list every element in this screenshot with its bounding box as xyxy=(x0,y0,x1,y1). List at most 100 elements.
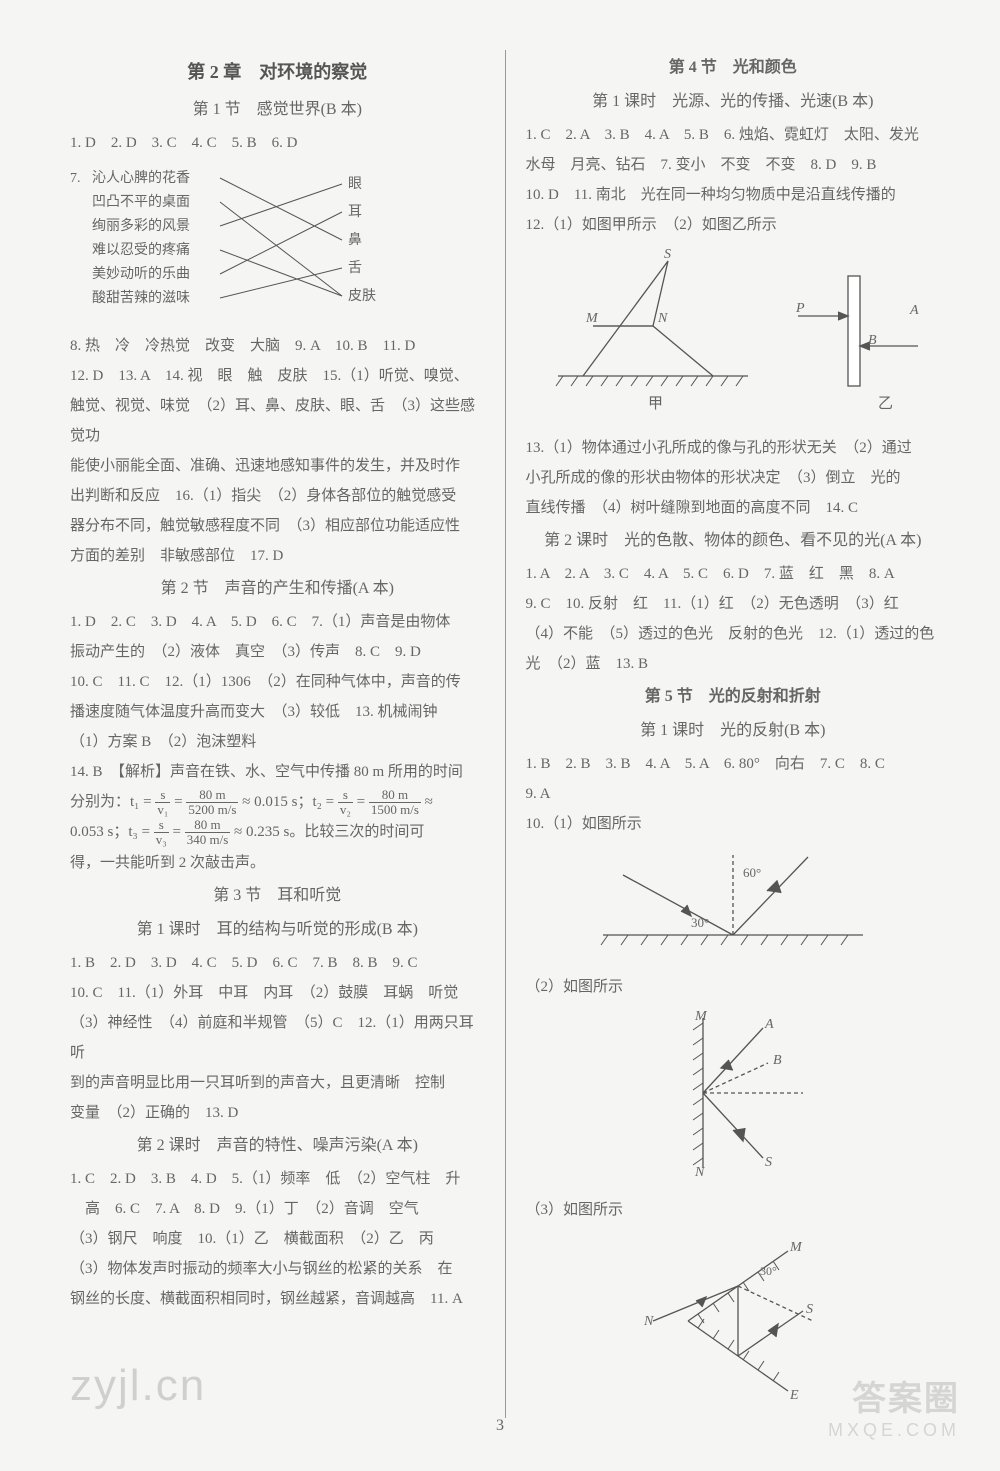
label-E: E xyxy=(789,1388,799,1401)
fig-10-2: M N A B S xyxy=(526,1008,941,1189)
section-4-sub1: 第 1 课时 光源、光的传播、光速(B 本) xyxy=(526,86,941,118)
fraction: sv₁ xyxy=(155,788,170,818)
answers: （3）物体发声时振动的频率大小与钢丝的松紧的关系 在 xyxy=(70,1254,485,1284)
eq: = xyxy=(173,824,185,840)
answers: 能使小丽能全面、准确、迅速地感知事件的发生，并及时作 xyxy=(70,451,485,481)
answers: 10. C 11.（1）外耳 中耳 内耳 （2）鼓膜 耳蜗 听觉 xyxy=(70,978,485,1008)
answers: 变量 （2）正确的 13. D xyxy=(70,1098,485,1128)
sense-right-2: 鼻 xyxy=(348,231,362,248)
formula-line-1: 分别为：t₁ = sv₁ = 80 m5200 m/s ≈ 0.015 s；t₂… xyxy=(70,787,485,817)
txt: 0.053 s；t₃ = xyxy=(70,824,154,840)
answers: （2）如图所示 xyxy=(526,972,941,1002)
sense-right-3: 舌 xyxy=(348,260,362,276)
fraction: sv₂ xyxy=(338,788,353,818)
answers: 光 （2）蓝 13. B xyxy=(526,649,941,679)
answers: 播速度随气体温度升高而变大 （3）较低 13. 机械闹钟 xyxy=(70,697,485,727)
answers: 1. D 2. C 3. D 4. A 5. D 6. C 7.（1）声音是由物… xyxy=(70,607,485,637)
answers: 出判断和反应 16.（1）指尖 （2）身体各部位的触觉感受 xyxy=(70,481,485,511)
watermark-right-bot: MXQE.COM xyxy=(828,1420,960,1441)
answers: 13.（1）物体通过小孔所成的像与孔的形状无关 （2）通过 xyxy=(526,433,941,463)
watermark-right: 答案圈 MXQE.COM xyxy=(828,1371,960,1441)
label-M: M xyxy=(789,1240,803,1255)
answers: 1. D 2. D 3. C 4. C 5. B 6. D xyxy=(70,128,485,158)
label-N: N xyxy=(694,1165,705,1178)
fig-jia-yi: S M N A B P 甲 乙 xyxy=(526,246,941,427)
answers: 钢丝的长度、横截面积相同时，钢丝越紧，音调越高 11. A xyxy=(70,1284,485,1314)
answers: 8. 热 冷 冷热觉 改变 大脑 9. A 10. B 11. D xyxy=(70,331,485,361)
answers: 1. C 2. A 3. B 4. A 5. B 6. 烛焰、霓虹灯 太阳、发光 xyxy=(526,120,941,150)
answers: （3）钢尺 响度 10.（1）乙 横截面积 （2）乙 丙 xyxy=(70,1224,485,1254)
answers: 高 6. C 7. A 8. D 9.（1）丁 （2）音调 空气 xyxy=(70,1194,485,1224)
section-5-title: 第 5 节 光的反射和折射 xyxy=(526,681,941,713)
label-A: A xyxy=(764,1017,774,1032)
label-N: N xyxy=(643,1314,654,1329)
answers: 10.（1）如图所示 xyxy=(526,809,941,839)
answers: 1. B 2. D 3. D 4. C 5. D 6. C 7. B 8. B … xyxy=(70,948,485,978)
section-4-title: 第 4 节 光和颜色 xyxy=(526,52,941,84)
answers: （1）方案 B （2）泡沫塑料 xyxy=(70,727,485,757)
label-B: B xyxy=(773,1053,782,1068)
sense-left-5: 酸甜苦辣的滋味 xyxy=(92,290,190,306)
answers: （3）如图所示 xyxy=(526,1195,941,1225)
left-column: 第 2 章 对环境的察觉 第 1 节 感觉世界(B 本) 1. D 2. D 3… xyxy=(70,50,505,1418)
answers: 1. C 2. D 3. B 4. D 5.（1）频率 低 （2）空气柱 升 xyxy=(70,1164,485,1194)
txt: ≈ xyxy=(425,794,433,810)
sense-right-0: 眼 xyxy=(348,177,362,192)
answers: 9. A xyxy=(526,779,941,809)
answers: 到的声音明显比用一只耳听到的声音大，且更清晰 控制 xyxy=(70,1068,485,1098)
answers: 器分布不同，触觉敏感程度不同 （3）相应部位功能适应性 xyxy=(70,511,485,541)
watermark-right-top: 答案圈 xyxy=(828,1371,960,1420)
fraction: 80 m1500 m/s xyxy=(369,788,421,818)
answers: 得，一共能听到 2 次敲击声。 xyxy=(70,848,485,878)
answers: 10. C 11. C 12.（1）1306 （2）在同种气体中，声音的传 xyxy=(70,667,485,697)
formula-line-2: 0.053 s；t₃ = sv₃ = 80 m340 m/s ≈ 0.235 s… xyxy=(70,817,485,847)
answers: 12. D 13. A 14. 视 眼 触 皮肤 15.（1）听觉、嗅觉、 xyxy=(70,361,485,391)
txt: 分别为：t₁ = xyxy=(70,794,155,810)
section-3-title: 第 3 节 耳和听觉 xyxy=(70,880,485,912)
answers: 水母 月亮、钻石 7. 变小 不变 不变 8. D 9. B xyxy=(526,150,941,180)
answers: 9. C 10. 反射 红 11.（1）红 （2）无色透明 （3）红 xyxy=(526,589,941,619)
answers: 12.（1）如图甲所示 （2）如图乙所示 xyxy=(526,210,941,240)
chapter-title: 第 2 章 对环境的察觉 xyxy=(70,54,485,90)
fraction: 80 m340 m/s xyxy=(185,818,231,848)
label-jia: 甲 xyxy=(648,396,663,412)
sense-left-2: 绚丽多彩的风景 xyxy=(92,217,190,234)
answers: （3）神经性 （4）前庭和半规管 （5）C 12.（1）用两只耳听 xyxy=(70,1008,485,1068)
label-S: S xyxy=(806,1302,813,1317)
label-yi: 乙 xyxy=(878,396,893,412)
eq: = xyxy=(357,794,369,810)
sense-right-4: 皮肤 xyxy=(348,288,376,304)
answers: 方面的差别 非敏感部位 17. D xyxy=(70,541,485,571)
fraction: 80 m5200 m/s xyxy=(186,788,238,818)
label-M: M xyxy=(585,311,599,326)
watermark-left: zyjl.cn xyxy=(70,1361,206,1411)
answers: 振动产生的 （2）液体 真空 （3）传声 8. C 9. D xyxy=(70,637,485,667)
angle-30: 30° xyxy=(691,915,709,930)
answers: （4）不能 （5）透过的色光 反射的色光 12.（1）透过的色 xyxy=(526,619,941,649)
label-P: P xyxy=(795,301,805,316)
section-3-sub1: 第 1 课时 耳的结构与听觉的形成(B 本) xyxy=(70,914,485,946)
label-M: M xyxy=(694,1009,708,1024)
answers: 小孔所成的像的形状由物体的形状决定 （3）倒立 光的 xyxy=(526,463,941,493)
label-S: S xyxy=(664,247,671,262)
answers: 1. A 2. A 3. C 4. A 5. C 6. D 7. 蓝 红 黑 8… xyxy=(526,559,941,589)
label-S: S xyxy=(765,1155,772,1170)
section-1-title: 第 1 节 感觉世界(B 本) xyxy=(70,94,485,126)
sense-left-3: 难以忍受的疼痛 xyxy=(92,241,190,258)
section-2-title: 第 2 节 声音的产生和传播(A 本) xyxy=(70,573,485,605)
section-3-sub2: 第 2 课时 声音的特性、噪声污染(A 本) xyxy=(70,1130,485,1162)
right-column: 第 4 节 光和颜色 第 1 课时 光源、光的传播、光速(B 本) 1. C 2… xyxy=(506,50,941,1418)
txt: ≈ 0.015 s；t₂ = xyxy=(242,794,338,810)
sense-right-1: 耳 xyxy=(348,205,362,220)
section-5-sub1: 第 1 课时 光的反射(B 本) xyxy=(526,715,941,747)
label-N: N xyxy=(657,311,668,326)
angle-60: 60° xyxy=(743,865,761,880)
sense-left-4: 美妙动听的乐曲 xyxy=(92,266,190,282)
label: 7. xyxy=(70,171,81,186)
answers: 直线传播 （4）树叶缝隙到地面的高度不同 14. C xyxy=(526,493,941,523)
fraction: sv₃ xyxy=(154,818,169,848)
q7-matching-diagram: 7. 沁人心脾的花香 凹凸不平的桌面 绚丽多彩的风景 难以忍受的疼痛 美妙动听的… xyxy=(70,164,485,325)
answers: 触觉、视觉、味觉 （2）耳、鼻、皮肤、眼、舌 （3）这些感觉功 xyxy=(70,391,485,451)
eq: = xyxy=(174,794,186,810)
answers: 14. B 【解析】声音在铁、水、空气中传播 80 m 所用的时间 xyxy=(70,757,485,787)
